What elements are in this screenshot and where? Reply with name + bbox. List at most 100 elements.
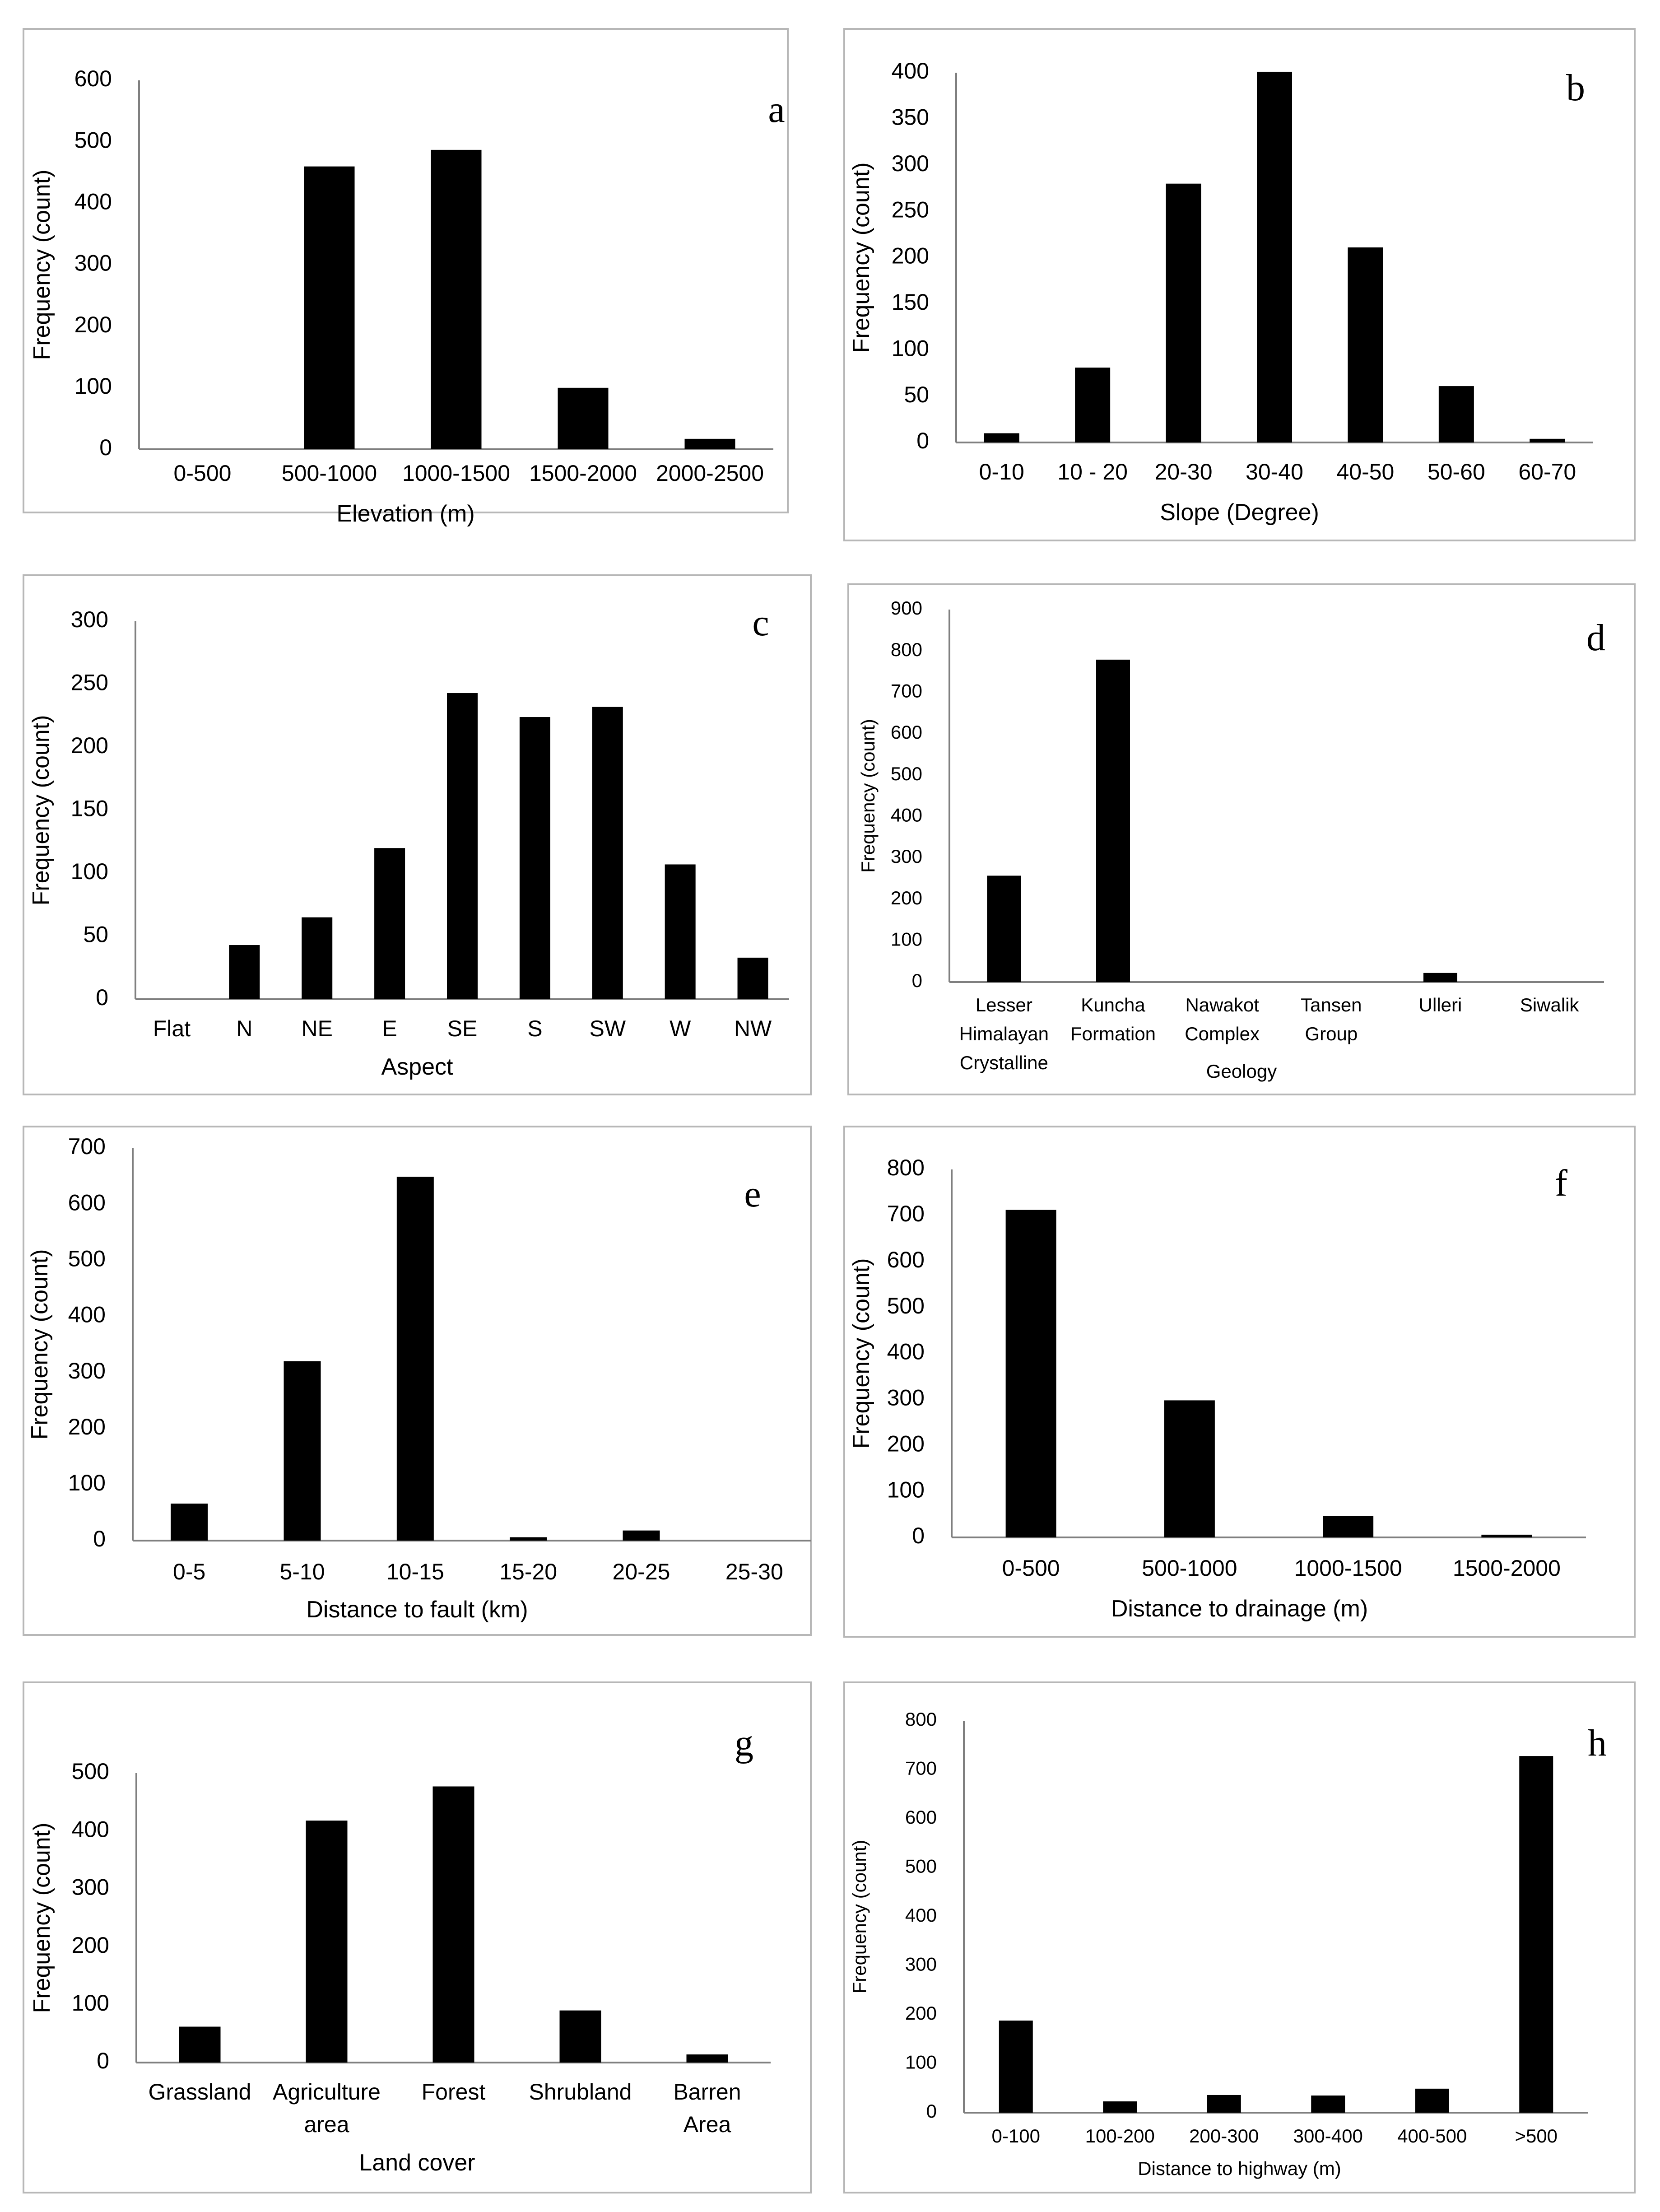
x-tick-label: 50-60 xyxy=(1428,459,1485,484)
y-tick-label: 400 xyxy=(74,189,112,214)
y-axis-title: Frequency (count) xyxy=(28,715,54,906)
y-tick-label: 250 xyxy=(892,197,929,222)
y-tick-label: 700 xyxy=(891,680,922,701)
bar-f-0 xyxy=(1005,1210,1056,1537)
x-tick-label: Tansen Group xyxy=(1301,994,1362,1044)
x-tick-label: Lesser Himalayan Crystalline xyxy=(959,994,1049,1073)
y-tick-label: 500 xyxy=(72,1759,109,1784)
x-tick-label: Kuncha Formation xyxy=(1070,994,1156,1044)
x-tick-label: 10 - 20 xyxy=(1057,459,1128,484)
x-tick-label: >500 xyxy=(1515,2125,1558,2147)
y-axis-title: Frequency (count) xyxy=(29,170,55,360)
y-tick-label: 150 xyxy=(71,796,108,821)
y-tick-label: 300 xyxy=(71,607,108,632)
bar-e-1 xyxy=(284,1361,321,1541)
x-tick-label: 20-30 xyxy=(1155,459,1213,484)
y-tick-label: 0 xyxy=(916,428,929,453)
y-tick-label: 100 xyxy=(905,2052,937,2073)
y-tick-label: 300 xyxy=(905,1954,937,1975)
x-tick-label: 40-50 xyxy=(1336,459,1394,484)
y-tick-label: 400 xyxy=(887,1339,925,1364)
bar-g-3 xyxy=(559,2010,601,2063)
x-tick-label: Siwalik xyxy=(1520,994,1580,1015)
x-axis-title: Distance to highway (m) xyxy=(1138,2158,1341,2179)
x-tick-label: 1500-2000 xyxy=(529,461,637,486)
y-axis-title: Frequency (count) xyxy=(848,163,874,353)
panel-frame xyxy=(843,28,1636,541)
y-tick-label: 400 xyxy=(68,1302,106,1327)
x-tick-label: 60-70 xyxy=(1518,459,1576,484)
y-tick-label: 50 xyxy=(83,922,108,947)
panel-letter: a xyxy=(768,88,785,130)
y-tick-label: 800 xyxy=(905,1709,937,1730)
x-axis-title: Slope (Degree) xyxy=(1160,499,1319,526)
bar-a-1 xyxy=(304,166,355,450)
bar-b-0 xyxy=(984,433,1019,442)
bar-e-3 xyxy=(510,1537,547,1541)
panel-frame xyxy=(23,574,812,1095)
bar-b-5 xyxy=(1438,386,1474,442)
bar-e-2 xyxy=(396,1177,434,1541)
y-tick-label: 0 xyxy=(926,2100,937,2122)
y-tick-label: 100 xyxy=(72,1990,109,2016)
panel-letter: h xyxy=(1588,1722,1607,1764)
x-tick-label: 1000-1500 xyxy=(402,461,510,486)
y-tick-label: 300 xyxy=(72,1875,109,1900)
panel-frame xyxy=(23,28,789,513)
bar-b-1 xyxy=(1075,368,1111,442)
y-tick-label: 0 xyxy=(912,1523,925,1548)
y-tick-label: 400 xyxy=(72,1816,109,1842)
x-axis-title: Land cover xyxy=(359,2150,475,2176)
bar-f-1 xyxy=(1164,1400,1215,1537)
panel-frame xyxy=(843,1681,1636,2193)
panel-frame xyxy=(847,583,1636,1095)
bar-b-3 xyxy=(1257,71,1292,442)
x-tick-label: E xyxy=(382,1016,397,1041)
x-tick-label: 25-30 xyxy=(725,1559,783,1584)
panel-letter: c xyxy=(752,602,769,644)
bar-h-0 xyxy=(999,2021,1033,2113)
y-tick-label: 500 xyxy=(905,1856,937,1877)
y-tick-label: 0 xyxy=(93,1526,106,1551)
bar-f-3 xyxy=(1481,1534,1532,1537)
bar-c-8 xyxy=(737,957,768,999)
panel-letter: d xyxy=(1586,617,1605,659)
y-tick-label: 100 xyxy=(71,859,108,884)
x-tick-label: Forest xyxy=(422,2079,486,2105)
y-tick-label: 300 xyxy=(892,151,929,176)
x-tick-label: NW xyxy=(734,1016,772,1041)
y-tick-label: 200 xyxy=(891,887,922,908)
x-tick-label: 0-500 xyxy=(174,461,232,486)
bar-f-2 xyxy=(1323,1516,1374,1537)
x-tick-label: 30-40 xyxy=(1246,459,1303,484)
y-axis-title: Frequency (count) xyxy=(849,1840,870,1994)
y-tick-label: 800 xyxy=(891,639,922,660)
bar-d-0 xyxy=(987,875,1021,982)
y-tick-label: 350 xyxy=(892,105,929,130)
y-tick-label: 200 xyxy=(68,1414,106,1439)
y-tick-label: 0 xyxy=(912,970,922,991)
y-axis-title: Frequency (count) xyxy=(857,719,879,873)
x-tick-label: 1000-1500 xyxy=(1294,1555,1402,1581)
y-tick-label: 600 xyxy=(905,1807,937,1828)
y-tick-label: 0 xyxy=(99,435,112,460)
bar-g-4 xyxy=(686,2054,728,2063)
y-tick-label: 600 xyxy=(74,66,112,91)
x-tick-label: SW xyxy=(590,1016,626,1041)
panel-letter: f xyxy=(1555,1162,1567,1204)
bar-c-6 xyxy=(592,707,623,999)
y-tick-label: 500 xyxy=(887,1293,925,1318)
x-tick-label: Barren Area xyxy=(673,2079,741,2137)
bar-c-7 xyxy=(665,864,696,999)
bar-c-1 xyxy=(229,945,260,999)
y-tick-label: 600 xyxy=(891,722,922,743)
y-tick-label: 500 xyxy=(68,1246,106,1271)
y-tick-label: 300 xyxy=(68,1358,106,1383)
y-tick-label: 100 xyxy=(887,1477,925,1502)
y-tick-label: 200 xyxy=(71,733,108,758)
chart-panel-b: 0 50 100 150 200 250 300 350 400 0-10 10 - 20 20-30… xyxy=(843,28,1636,541)
x-tick-label: SE xyxy=(447,1016,478,1041)
x-tick-label: 15-20 xyxy=(499,1559,557,1584)
x-tick-label: Shrubland xyxy=(529,2079,632,2105)
x-tick-label: Flat xyxy=(153,1016,191,1041)
